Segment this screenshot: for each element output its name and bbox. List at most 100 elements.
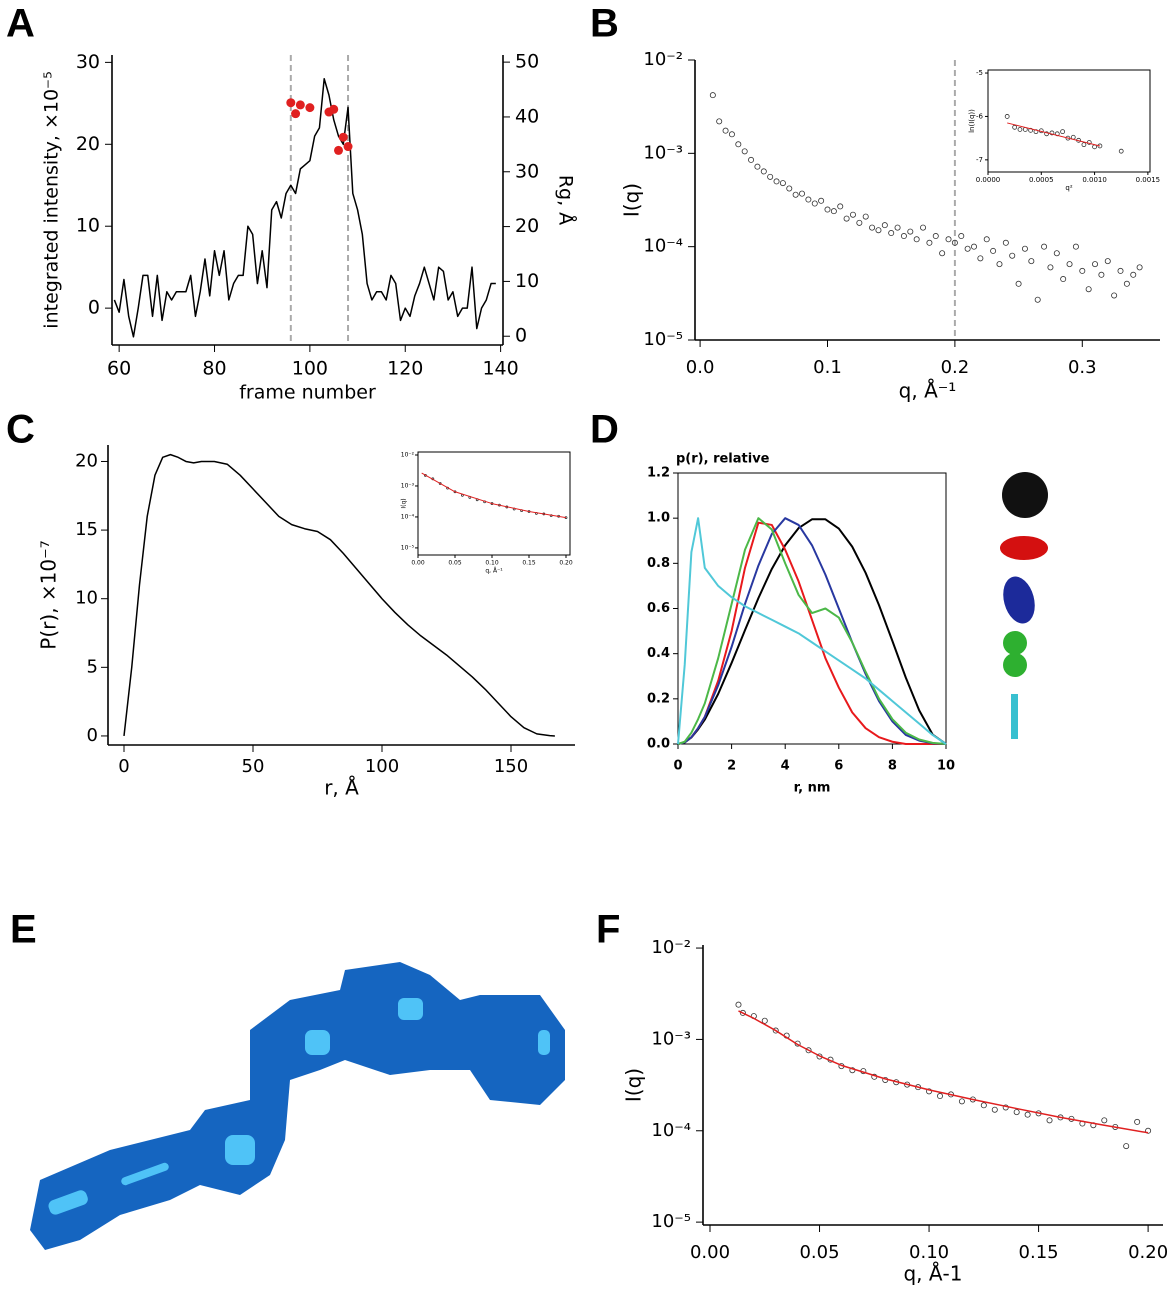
- x-axis-label: q, Å⁻¹: [899, 379, 957, 403]
- chart: 0.0000 0.0005 0.0010 0.0015 -7 -6 -5 q² ln(I(q)): [968, 69, 1160, 192]
- y-tick-label: -7: [976, 156, 983, 164]
- data-point: [881, 222, 888, 229]
- y2-axis-label: Rg, Å: [555, 175, 578, 225]
- dumbbell-icon: [1003, 631, 1027, 655]
- data-point: [1017, 127, 1023, 132]
- y2-tick-label: 40: [515, 105, 539, 127]
- data-point: [722, 127, 729, 134]
- plot-frame: [677, 472, 947, 745]
- y-tick-label: 1.0: [647, 511, 670, 526]
- data-point: [1009, 252, 1016, 259]
- y-axis-label: I(q): [620, 183, 644, 217]
- data-point: [926, 1088, 933, 1095]
- data-point: [849, 211, 856, 218]
- data-point: [811, 200, 818, 207]
- data-point: [741, 148, 748, 155]
- shape-icons: [1000, 472, 1048, 739]
- data-point: [286, 98, 296, 108]
- x-tick-label: 0.0015: [1136, 176, 1161, 184]
- data-point: [295, 100, 305, 110]
- x-tick-label: 120: [387, 358, 423, 380]
- data-point: [1072, 243, 1079, 250]
- data-point: [1111, 292, 1118, 299]
- data-point: [964, 245, 971, 252]
- y2-tick-label: 10: [515, 270, 539, 292]
- x-tick-label: 80: [202, 358, 226, 380]
- data-point: [932, 233, 939, 240]
- y-tick-label: 0.0: [647, 737, 670, 752]
- y-tick-label: 0: [87, 725, 98, 746]
- data-point: [971, 243, 978, 250]
- data-line: [113, 78, 496, 338]
- data-point: [1012, 124, 1018, 130]
- x-tick-label: 4: [781, 759, 790, 774]
- x-tick-label: 0.20: [1128, 1242, 1167, 1263]
- x-tick-label: 0.00: [411, 560, 425, 567]
- x-tick-label: 8: [888, 759, 897, 774]
- data-point: [739, 1009, 746, 1016]
- x-tick-label: 0.0005: [1029, 176, 1054, 184]
- x-tick-label: 150: [494, 756, 528, 777]
- data-point: [875, 227, 882, 234]
- y-axis-label: I(q): [622, 1068, 646, 1102]
- y-tick-label: 1.2: [647, 466, 670, 481]
- x-axis-label: r, Å: [324, 776, 359, 800]
- y-tick-label: 0.6: [647, 601, 670, 616]
- data-point: [1098, 271, 1105, 278]
- y-tick-label: 10⁻²: [651, 937, 691, 958]
- data-point: [958, 1098, 965, 1105]
- prolate-icon: [1003, 576, 1035, 624]
- y-tick-label: -6: [976, 112, 984, 120]
- y-axis-label: I(q): [401, 498, 408, 508]
- data-point: [735, 1001, 742, 1008]
- data-point: [991, 1106, 998, 1113]
- data-point: [761, 1017, 768, 1024]
- y-axis-label: ln(I(q)): [968, 109, 976, 133]
- y-axis-label: integrated intensity, ×10⁻⁵: [41, 71, 63, 328]
- data-point: [830, 208, 837, 215]
- data-point: [996, 261, 1003, 268]
- data-point: [862, 213, 869, 220]
- x-tick-label: 0.0010: [1082, 176, 1107, 184]
- data-point: [1101, 1117, 1108, 1124]
- x-tick-label: 10: [937, 759, 955, 774]
- y-tick-label: 10⁻⁵: [651, 1211, 691, 1232]
- data-line: [677, 517, 947, 745]
- plot-frame: [417, 451, 571, 556]
- panel-label: B: [590, 2, 619, 46]
- data-line: [677, 518, 947, 745]
- data-point: [1021, 245, 1028, 252]
- y2-tick-label: 30: [515, 160, 539, 182]
- y-tick-label: 10: [75, 588, 98, 609]
- y-tick-label: 20: [76, 133, 100, 155]
- data-point: [786, 185, 793, 192]
- y-tick-label: 10⁻⁵: [401, 544, 415, 551]
- data-point: [1123, 280, 1130, 287]
- chart: 0 50 100 150 0 5 10 15 20 r, Å P(r), ×10⁻⁷: [37, 445, 575, 800]
- bead-surface: [30, 962, 565, 1250]
- x-tick-label: 100: [292, 358, 328, 380]
- data-point: [843, 215, 850, 222]
- data-point: [1123, 1143, 1130, 1150]
- chart: 0.00 0.05 0.10 0.15 0.20 10⁻⁵ 10⁻⁴ 10⁻³ 10⁻² q, Å…: [401, 451, 573, 575]
- data-point: [1066, 261, 1073, 268]
- data-point: [939, 250, 946, 257]
- y-tick-label: 0: [88, 297, 100, 319]
- y-tick-label: 10⁻⁴: [643, 236, 683, 257]
- x-axis-label: q, Å⁻¹: [485, 568, 503, 575]
- x-axis-label: q, Å-1: [903, 1262, 962, 1286]
- x-tick-label: 0.2: [941, 357, 970, 378]
- x-tick-label: 0.3: [1068, 357, 1097, 378]
- data-point: [1118, 148, 1124, 154]
- x-tick-label: 0.20: [559, 560, 573, 567]
- panel-label: C: [6, 408, 35, 452]
- y-tick-label: 10⁻³: [643, 142, 683, 163]
- y2-tick-label: 50: [515, 51, 539, 73]
- data-line: [123, 453, 555, 737]
- data-point: [1130, 271, 1137, 278]
- x-tick-label: 0.00: [690, 1242, 730, 1263]
- data-point: [1049, 130, 1055, 136]
- x-tick-label: 0.1: [813, 357, 842, 378]
- data-point: [1047, 264, 1054, 271]
